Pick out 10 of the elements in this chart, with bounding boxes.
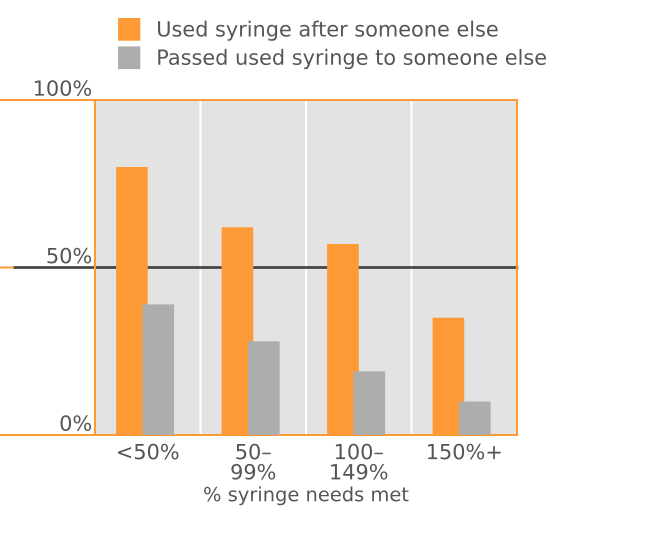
legend-label: Used syringe after someone else xyxy=(158,20,498,41)
legend-label: Passed used syringe to someone else xyxy=(158,48,546,70)
x-axis-title: % syringe needs met xyxy=(204,486,408,506)
y-tick-label: 50% xyxy=(48,248,92,264)
y-tick-label: 100% xyxy=(34,80,92,96)
x-tick-label: 150%+ xyxy=(428,444,501,460)
x-tick-label: <50% xyxy=(118,444,178,460)
y-tick-label: 0% xyxy=(60,415,92,431)
x-tick-label: 100– 149% xyxy=(331,444,388,480)
x-tick-label: 50– 99% xyxy=(231,444,276,480)
